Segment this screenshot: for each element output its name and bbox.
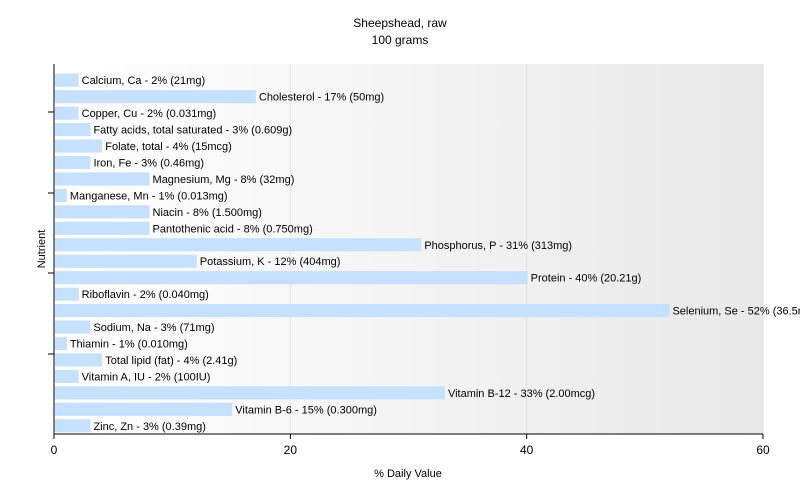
- bar: [55, 369, 79, 383]
- bar-labels-group: Calcium, Ca - 2% (21mg) Cholesterol - 17%…: [70, 75, 800, 433]
- x-tick-label: 0: [51, 443, 58, 457]
- bar: [55, 139, 103, 153]
- bar: [55, 287, 79, 301]
- bar-label: Pantothenic acid - 8% (0.750mg): [153, 223, 313, 235]
- chart-subtitle: 100 grams: [372, 33, 429, 47]
- bar-label: Potassium, K - 12% (404mg): [200, 256, 341, 268]
- x-axis-title: % Daily Value: [374, 468, 442, 480]
- y-axis-title: Nutrient: [36, 230, 48, 269]
- bar-label: Vitamin B-12 - 33% (2.00mcg): [448, 388, 595, 400]
- bar: [55, 304, 670, 318]
- x-tick-label: 60: [756, 443, 770, 457]
- bar-label: Magnesium, Mg - 8% (32mg): [153, 174, 295, 186]
- bars-group: [55, 73, 670, 433]
- bar-label: Iron, Fe - 3% (0.46mg): [93, 158, 204, 170]
- bar: [55, 238, 422, 252]
- bar: [55, 73, 79, 87]
- bar: [55, 402, 233, 416]
- bar-label: Copper, Cu - 2% (0.031mg): [82, 108, 217, 120]
- bar-label: Riboflavin - 2% (0.040mg): [82, 289, 209, 301]
- bar-label: Folate, total - 4% (15mcg): [105, 141, 232, 153]
- bar: [55, 353, 103, 367]
- bar-label: Thiamin - 1% (0.010mg): [70, 339, 188, 351]
- bar: [55, 336, 67, 351]
- bar-label: Manganese, Mn - 1% (0.013mg): [70, 190, 228, 202]
- bar-label: Protein - 40% (20.21g): [531, 273, 642, 285]
- bar: [55, 205, 150, 219]
- bar-label: Selenium, Se - 52% (36.5mcg): [672, 306, 800, 318]
- bar: [55, 419, 91, 433]
- bar: [55, 221, 150, 235]
- bar: [55, 172, 150, 186]
- bar-label: Calcium, Ca - 2% (21mg): [82, 75, 205, 87]
- bar-label: Cholesterol - 17% (50mg): [259, 92, 384, 104]
- x-tick-label: 40: [520, 443, 534, 457]
- bar: [55, 188, 67, 202]
- bar: [55, 386, 445, 400]
- bar: [55, 155, 91, 170]
- bar: [55, 106, 79, 120]
- bar-label: Vitamin A, IU - 2% (100IU): [82, 371, 211, 383]
- x-tick-label: 20: [284, 443, 298, 457]
- bar: [55, 320, 91, 334]
- bar: [55, 123, 91, 137]
- chart-title: Sheepshead, raw: [353, 16, 447, 30]
- bar-label: Phosphorus, P - 31% (313mg): [424, 240, 572, 252]
- bar-label: Total lipid (fat) - 4% (2.41g): [105, 355, 237, 367]
- bar-label: Vitamin B-6 - 15% (0.300mg): [235, 404, 377, 416]
- bar: [55, 90, 256, 104]
- bar-label: Sodium, Na - 3% (71mg): [93, 322, 214, 334]
- bar-label: Fatty acids, total saturated - 3% (0.609…: [93, 125, 292, 137]
- axes: 0 20 40 60: [48, 64, 770, 457]
- bar: [55, 254, 197, 268]
- bar: [55, 271, 528, 285]
- bar-label: Zinc, Zn - 3% (0.39mg): [93, 421, 205, 433]
- bar-label: Niacin - 8% (1.500mg): [153, 207, 262, 219]
